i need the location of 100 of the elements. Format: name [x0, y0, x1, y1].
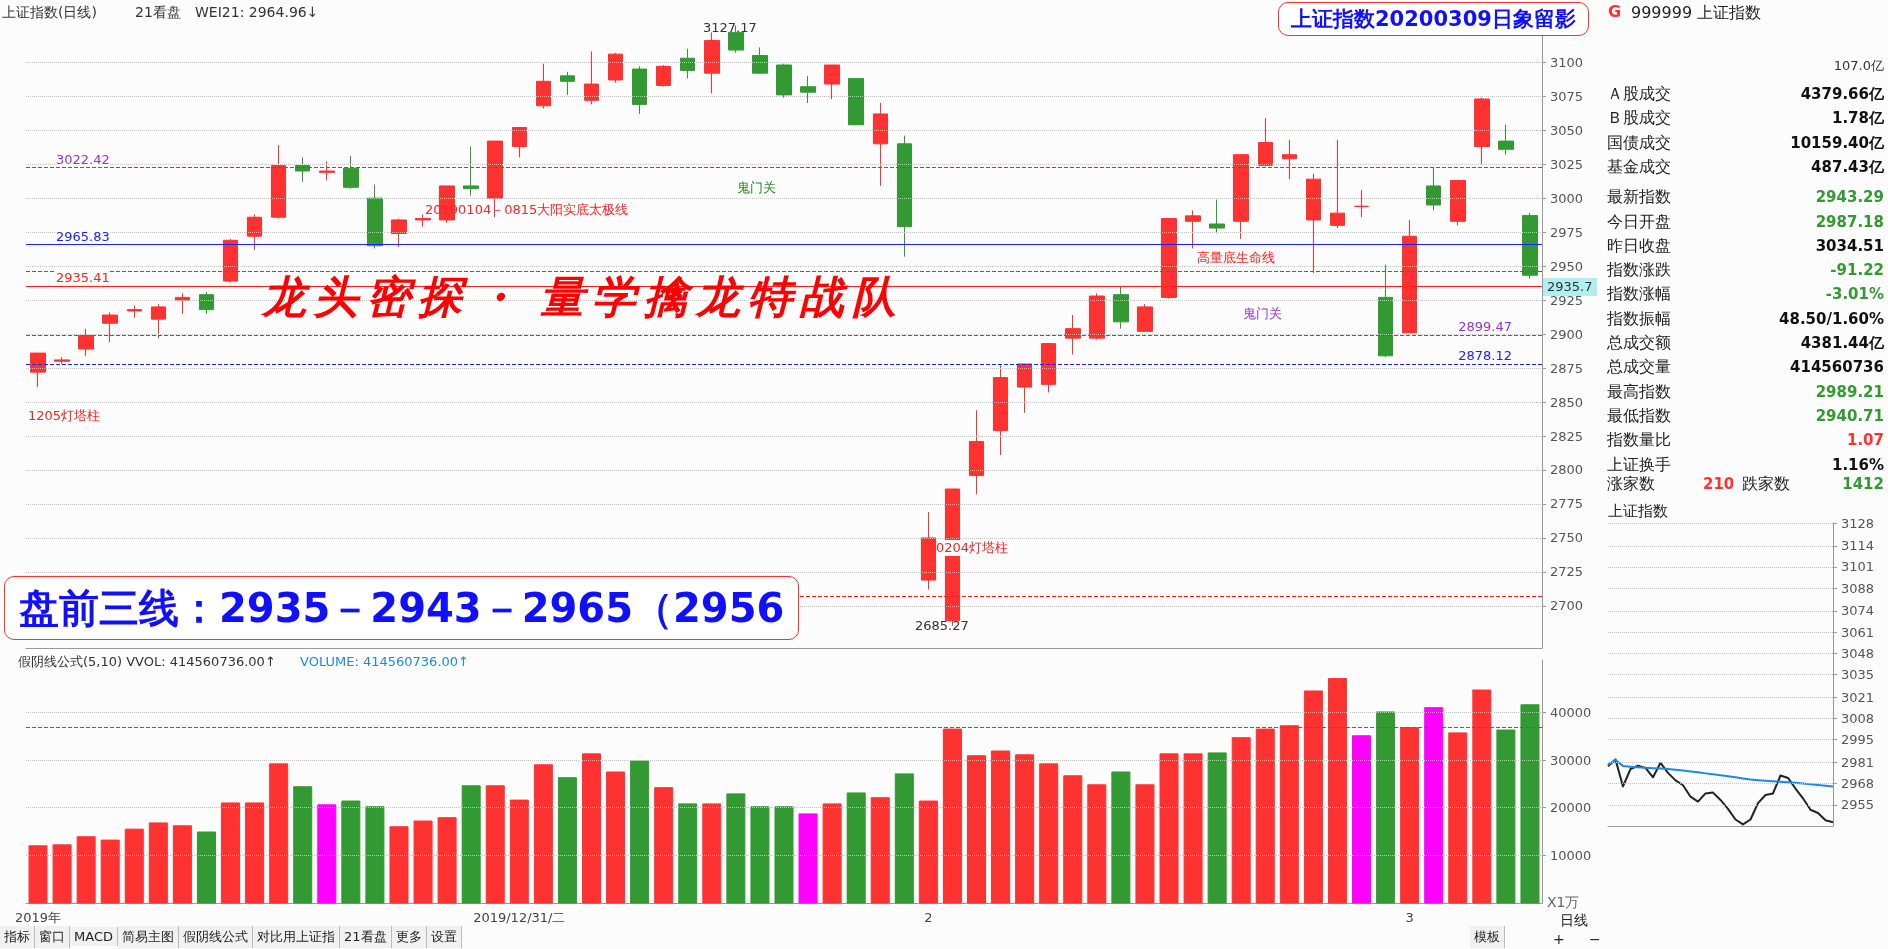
text: 10159.40亿 [1790, 133, 1884, 152]
bar [1159, 753, 1179, 904]
candlestick [993, 364, 1008, 456]
candlestick [1498, 124, 1514, 156]
category-label: Ｂ股成交 [1607, 108, 1671, 129]
y-tick-label: 20000 [1550, 800, 1592, 816]
bar [509, 799, 529, 904]
y-tick-label: 2955 [1841, 797, 1875, 813]
text: -3.01% [1825, 285, 1884, 304]
candlestick [848, 78, 864, 126]
bar [245, 802, 265, 904]
candlestick [1161, 218, 1177, 300]
ref-line-label: 3022.42 [56, 151, 110, 167]
bar [1183, 753, 1203, 904]
candlestick [608, 52, 623, 84]
bar [702, 803, 722, 904]
candlestick [54, 356, 70, 365]
candlestick [391, 218, 407, 248]
y-tick-label: 30000 [1550, 752, 1592, 768]
candlestick [1354, 189, 1369, 218]
bar [172, 825, 192, 904]
candlestick [1065, 314, 1081, 355]
text: G [1608, 2, 1622, 21]
line-series [1607, 759, 1834, 788]
y-tick-label: 2875 [1550, 360, 1584, 376]
annotation: 高量底生命线 [1197, 250, 1275, 266]
text: 4381.44亿 [1800, 334, 1884, 352]
candlestick [1089, 292, 1105, 341]
bar [1111, 771, 1131, 904]
bar [124, 828, 144, 904]
candlestick [1306, 173, 1321, 274]
bar [100, 839, 120, 904]
text: 210 [1703, 475, 1735, 493]
candlestick [776, 63, 792, 99]
bar [918, 800, 938, 904]
bar [148, 822, 168, 904]
category-label: 最低指数 [1607, 405, 1671, 426]
bar [365, 806, 385, 904]
bar [76, 836, 96, 904]
candlestick [1378, 264, 1393, 358]
bar [726, 793, 746, 904]
category-label: 基金成交 [1607, 156, 1671, 177]
candlestick [1426, 166, 1441, 211]
bar [1472, 689, 1492, 904]
text: -91.22 [1830, 261, 1884, 280]
y-tick-label: 3100 [1550, 54, 1584, 70]
text: 21看盘 [339, 926, 392, 948]
x-tick-label: 2019年 [14, 910, 62, 925]
text: 1.07 [1846, 431, 1884, 450]
category-label: 总成交额 [1607, 333, 1671, 353]
x-tick-label: 2 [924, 910, 933, 925]
bar [798, 813, 818, 904]
text: 假阴线公式 [178, 926, 253, 948]
text: 1.16% [1831, 455, 1884, 474]
y-tick-label: 2975 [1550, 224, 1584, 240]
text: 日线 [1560, 912, 1588, 928]
y-tick-label: 2950 [1550, 258, 1584, 274]
chart-title: 上证指数 [1608, 502, 1668, 520]
text: 模板 [1470, 926, 1505, 948]
annotation: 鬼门关 [737, 180, 776, 196]
bar [1015, 754, 1035, 904]
bar [1231, 737, 1251, 904]
candlestick [560, 71, 575, 96]
text: 487.43亿 [1811, 157, 1884, 176]
category-label: 最高指数 [1607, 381, 1671, 402]
candlestick [1041, 343, 1056, 394]
candlestick [897, 135, 912, 258]
candlestick [584, 50, 599, 105]
bar [894, 773, 914, 904]
y-tick-label: 3025 [1550, 156, 1584, 172]
text: 窗口 [35, 926, 70, 948]
candlestick [1113, 285, 1129, 330]
ref-line-label: 2935.41 [56, 269, 110, 285]
candlestick [656, 64, 671, 88]
candlestick [175, 292, 190, 315]
bar [293, 786, 313, 904]
y-tick-label: 3050 [1550, 122, 1584, 138]
bar [678, 803, 698, 904]
bar [341, 800, 361, 904]
candlestick [1330, 139, 1345, 229]
bar [846, 792, 866, 904]
candlestick [127, 305, 142, 319]
bar [750, 806, 770, 904]
annotation: 盘前三线：2935－2943－2965（2956 [4, 576, 800, 640]
candlestick [271, 144, 286, 220]
annotation: 3127.17 [703, 20, 757, 36]
bar [1039, 763, 1059, 904]
chart-title: 上证指数20200309日象留影 [1278, 2, 1589, 36]
candlestick [969, 409, 984, 495]
ref-line-label: 2965.83 [56, 228, 110, 244]
bar [1255, 728, 1275, 904]
candlestick [463, 146, 479, 196]
bar [413, 820, 433, 904]
candlestick [151, 303, 166, 339]
annotation: VOLUME: 414560736.00↑ [300, 654, 469, 670]
bar [870, 797, 890, 904]
bar [485, 785, 505, 904]
candlestick [1209, 199, 1225, 235]
category-label: 跌家数 [1742, 474, 1790, 494]
y-tick-label: 2850 [1550, 394, 1584, 410]
